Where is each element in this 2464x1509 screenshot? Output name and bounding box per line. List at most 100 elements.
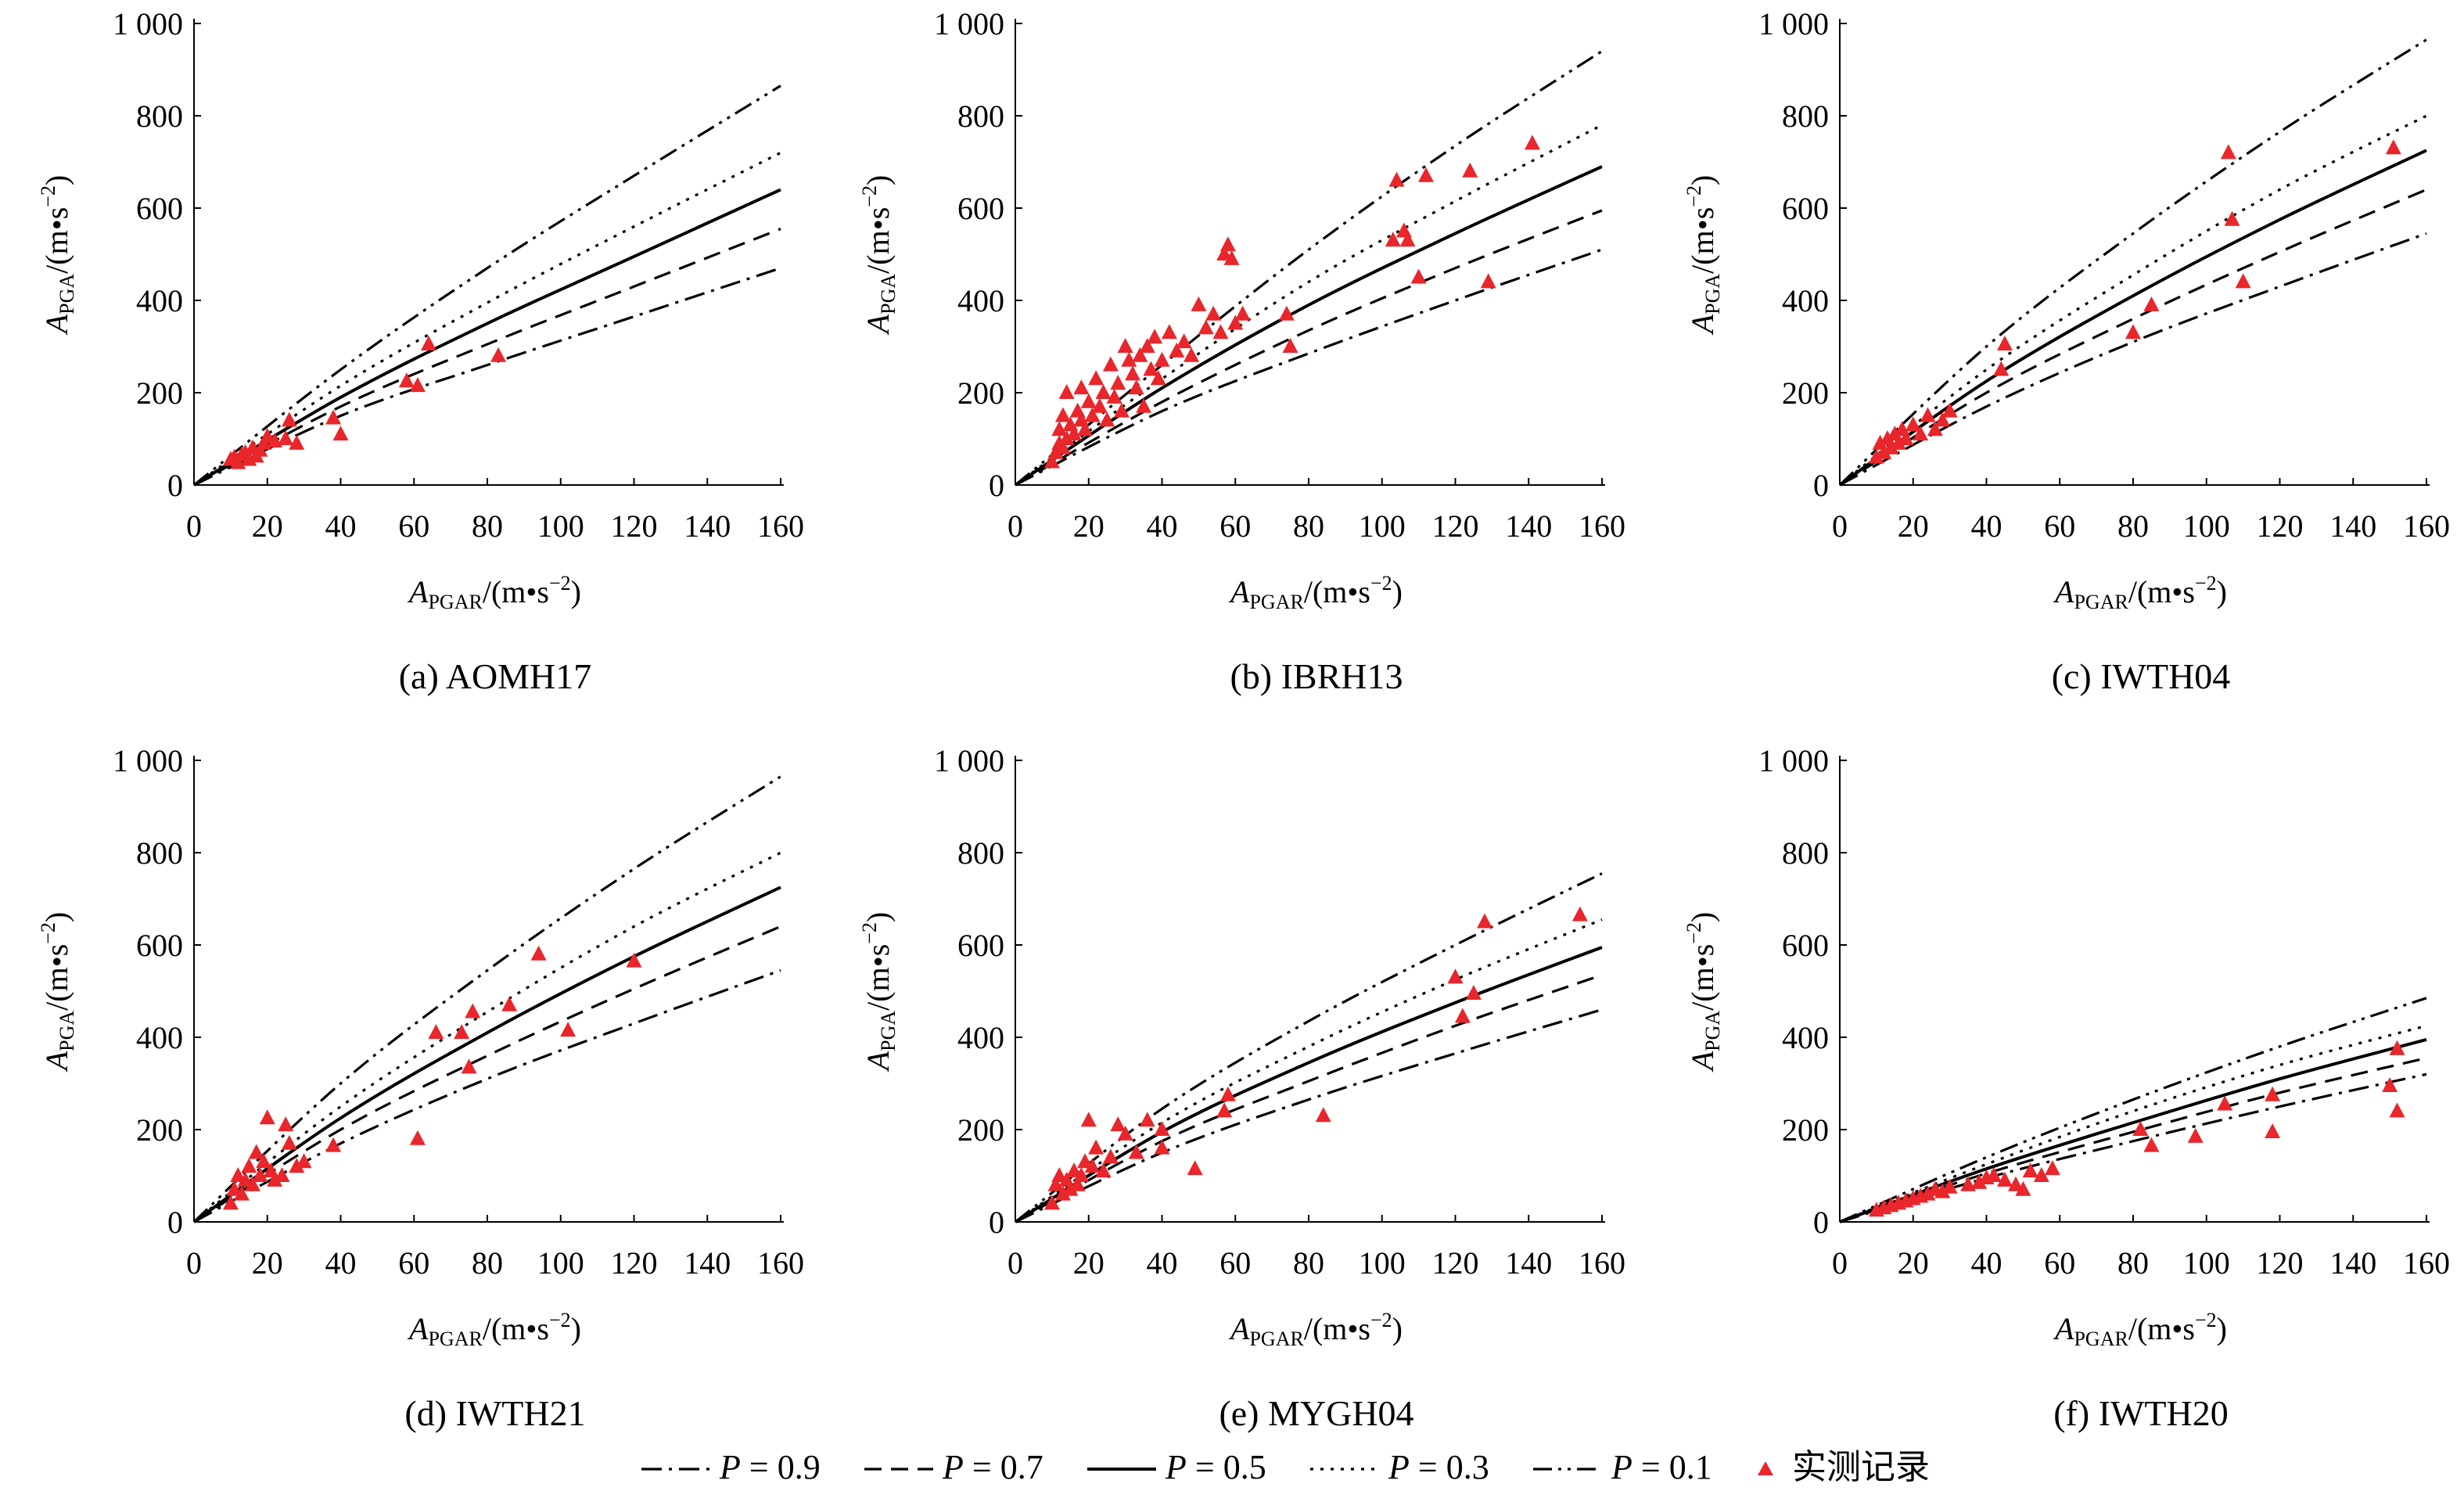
record-point [1080, 1112, 1097, 1127]
record-point [1219, 1086, 1236, 1101]
record-point [1054, 439, 1071, 454]
record-point [1282, 338, 1298, 353]
x-axis-label: APGAR/(m•s−2) [2053, 1309, 2227, 1350]
x-tick-label: 20 [252, 1245, 283, 1281]
y-axis-label: APGA/(m•s−2) [858, 175, 900, 336]
record-point [281, 1134, 297, 1150]
legend-label: 实测记录 [1792, 1448, 1930, 1486]
x-tick-label: 160 [757, 1245, 804, 1281]
series-line-09 [193, 968, 781, 1223]
legend: P = 0.9 P = 0.7 P = 0.5 P = 0.3 P = 0.1 实测记录 [641, 1448, 1930, 1486]
record-point [2382, 1076, 2398, 1092]
x-tick-label: 160 [2403, 508, 2450, 544]
record-point [2187, 1127, 2204, 1143]
record-point [1062, 1180, 1079, 1196]
series-line-07 [1015, 209, 1603, 487]
x-tick-label: 20 [1898, 1245, 1929, 1281]
record-point [1128, 379, 1144, 395]
x-axis-label: APGAR/(m•s−2) [407, 1309, 581, 1350]
x-tick-label: 80 [1293, 1245, 1324, 1281]
y-tick-label: 800 [136, 99, 183, 134]
series-line-05 [1838, 149, 2427, 487]
series-line-09 [193, 267, 781, 487]
y-tick-label: 400 [136, 283, 183, 318]
record-point [1278, 305, 1295, 321]
x-tick-label: 160 [1579, 508, 1625, 544]
record-point [398, 372, 415, 388]
record-point [289, 1158, 305, 1173]
record-point [1219, 236, 1236, 252]
record-point [1051, 421, 1068, 437]
record-point [256, 1153, 272, 1169]
series-line-05 [1014, 165, 1603, 487]
x-tick-label: 160 [1579, 1245, 1625, 1281]
y-tick-label: 200 [136, 1112, 183, 1148]
y-tick-label: 800 [136, 835, 183, 871]
x-tick-label: 140 [684, 508, 731, 544]
y-tick-label: 200 [957, 1112, 1004, 1148]
x-tick-label: 40 [1147, 1245, 1178, 1281]
panel-caption: (e) MYGH04 [1219, 1393, 1413, 1433]
record-point [1410, 268, 1427, 284]
x-tick-label: 80 [472, 508, 503, 544]
record-point [1054, 1185, 1071, 1201]
series-line-03 [1839, 114, 2427, 487]
record-point [2033, 1167, 2049, 1182]
y-tick-label: 200 [136, 375, 183, 411]
record-point [2143, 1137, 2160, 1152]
record-point [1868, 448, 1884, 464]
x-tick-label: 100 [1359, 1245, 1406, 1281]
record-point [1073, 379, 1090, 395]
record-point [1143, 361, 1159, 376]
series-line-01 [1015, 872, 1603, 1223]
record-point [325, 409, 342, 425]
record-point [1150, 370, 1166, 386]
record-point [1154, 1139, 1170, 1155]
y-tick-label: 1 000 [1758, 6, 1829, 41]
record-point [1169, 342, 1185, 357]
record-point [274, 1167, 290, 1182]
x-tick-label: 40 [1971, 1245, 2002, 1281]
y-tick-label: 600 [957, 191, 1004, 226]
y-tick-label: 400 [136, 1020, 183, 1055]
y-tick-label: 0 [989, 468, 1004, 503]
panel-caption: (c) IWTH04 [2052, 656, 2231, 696]
x-tick-label: 0 [1832, 1245, 1848, 1281]
y-tick-label: 600 [136, 191, 183, 226]
y-tick-label: 800 [1782, 835, 1829, 871]
record-point [1462, 162, 1478, 178]
series-line-03 [193, 851, 781, 1223]
record-point [1066, 426, 1082, 441]
record-point [1136, 397, 1152, 413]
legend-label: P = 0.1 [1611, 1448, 1712, 1486]
y-tick-label: 600 [957, 928, 1004, 963]
record-point [1110, 1116, 1126, 1132]
record-point [1077, 421, 1094, 437]
x-tick-label: 100 [537, 1245, 584, 1281]
y-axis-label: APGA/(m•s−2) [1683, 175, 1724, 336]
record-point [2125, 324, 2141, 340]
record-point [1996, 336, 2013, 351]
x-tick-label: 40 [1147, 508, 1178, 544]
y-tick-label: 1 000 [934, 743, 1004, 778]
record-point [248, 1144, 264, 1159]
record-point [267, 1171, 283, 1187]
record-point [1905, 416, 1921, 432]
record-point [1184, 347, 1199, 362]
record-point [1571, 906, 1588, 922]
record-point [1154, 1121, 1170, 1136]
record-point [461, 1058, 477, 1074]
y-tick-label: 400 [957, 283, 1004, 318]
record-point [1385, 232, 1401, 247]
y-tick-label: 0 [1813, 1205, 1829, 1240]
x-axis-label: APGAR/(m•s−2) [407, 572, 581, 613]
record-point [501, 996, 518, 1011]
chart-panel-1: 0 200 400 600 800 1 000 0 20 40 60 80 100 120 140 160 A… [37, 6, 804, 696]
record-point [1920, 1185, 1936, 1201]
y-axis-label: APGA/(m•s−2) [858, 912, 900, 1073]
record-point [1047, 444, 1064, 459]
record-point [530, 945, 547, 961]
record-point [259, 1109, 275, 1125]
x-tick-label: 120 [2257, 1245, 2304, 1281]
